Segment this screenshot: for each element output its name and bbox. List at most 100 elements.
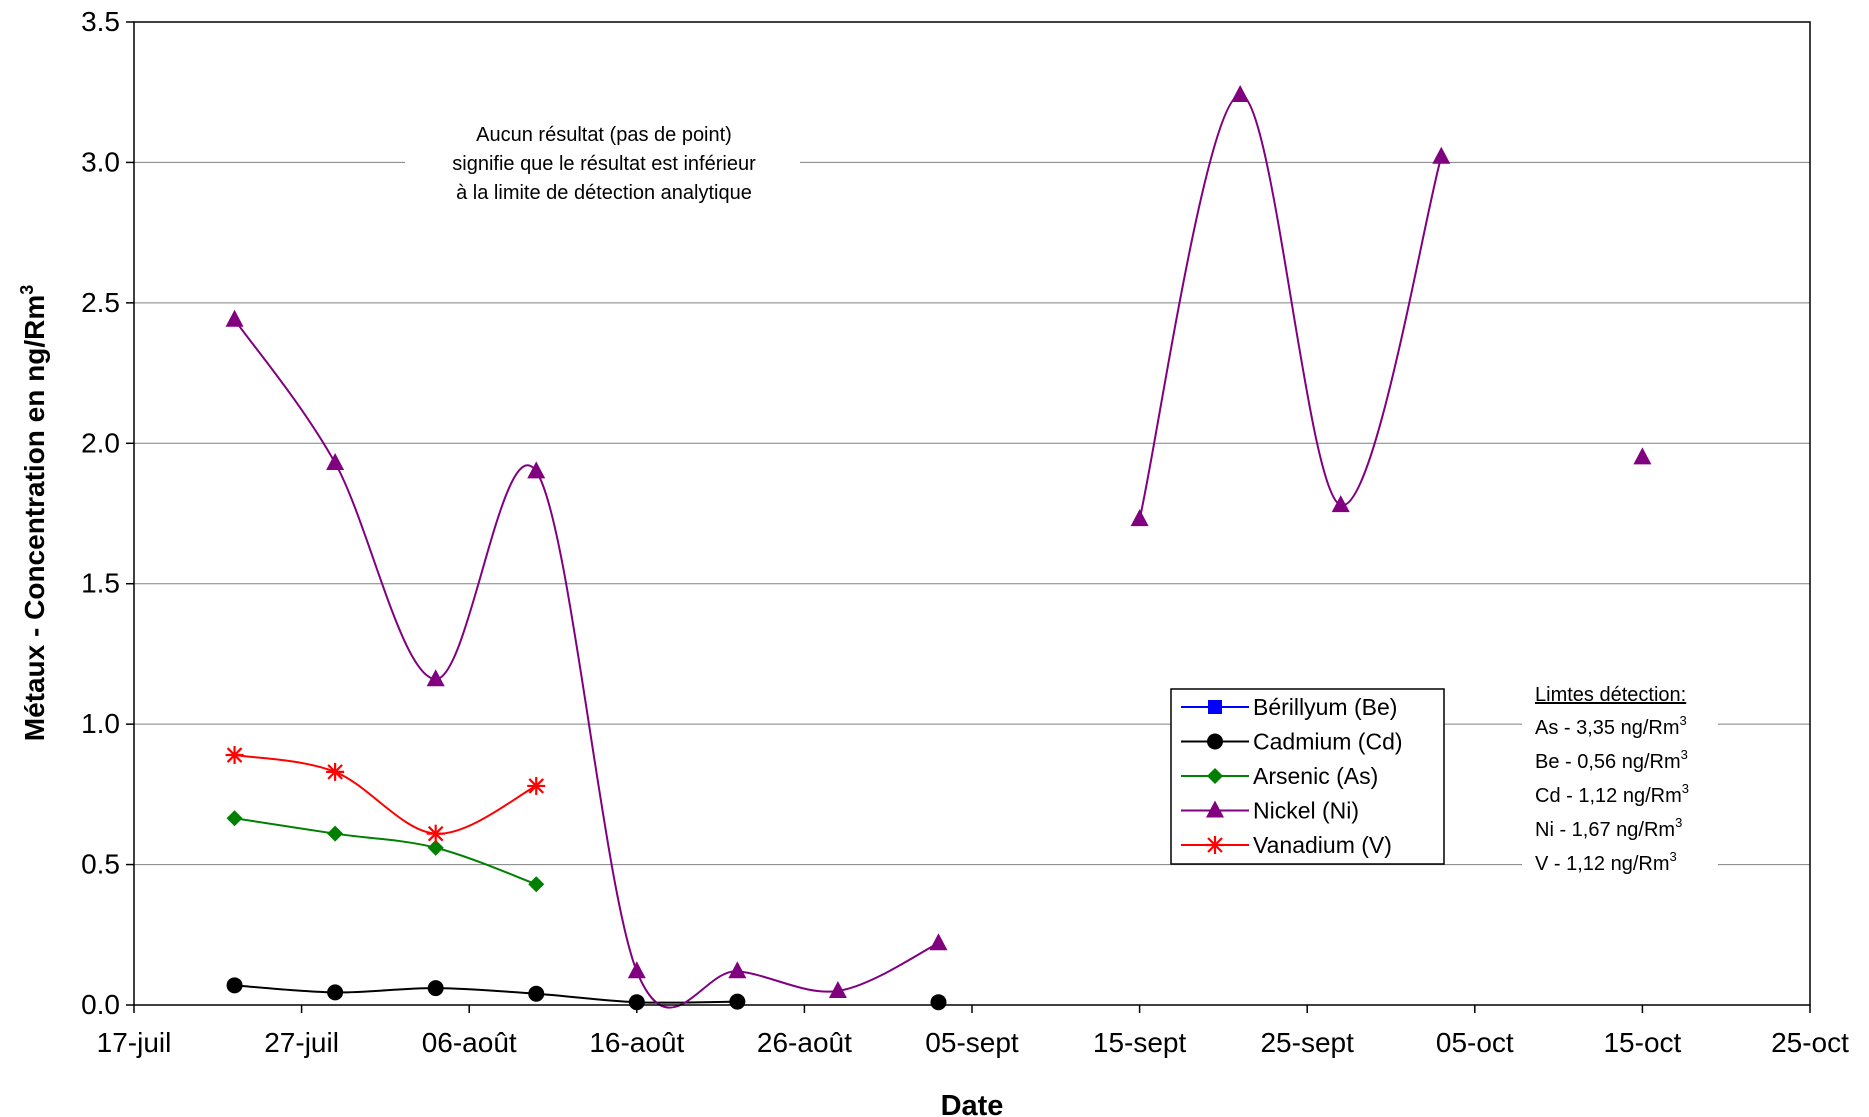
x-tick-label: 25-oct <box>1771 1027 1849 1058</box>
data-point-nickel <box>225 309 244 327</box>
data-point-vanadium-stroke <box>327 764 343 780</box>
annotation-background <box>405 110 800 214</box>
detection-limit-ni-text: Ni - 1,67 ng/Rm <box>1535 819 1675 841</box>
series-line-nickel <box>1138 94 1443 520</box>
legend-label-cadmium: Cadmium (Cd) <box>1253 729 1403 755</box>
annotation-line-3: à la limite de détection analytique <box>456 182 752 204</box>
data-point-nickel <box>929 933 948 951</box>
series-line-cadmium <box>234 984 738 1004</box>
y-axis-label: Métaux - Concentration en ng/Rm3 <box>17 285 50 741</box>
data-point-nickel <box>1633 447 1652 465</box>
detection-limit-ni-sup: 3 <box>1675 815 1682 830</box>
x-tick-label: 06-août <box>422 1027 517 1058</box>
data-point-nickel <box>828 980 847 998</box>
detection-limit-be-sup: 3 <box>1681 747 1688 762</box>
detection-limit-be: Be - 0,56 ng/Rm3 <box>1535 747 1688 773</box>
series-lines <box>233 94 1443 1009</box>
series-markers <box>225 85 1652 1011</box>
x-tick-label: 26-août <box>757 1027 852 1058</box>
data-point-cadmium <box>528 985 545 1002</box>
x-axis-label: Date <box>941 1090 1004 1117</box>
x-tick-label: 15-sept <box>1093 1027 1187 1058</box>
data-point-cadmium <box>628 994 645 1011</box>
y-axis-label-superscript: 3 <box>17 285 37 295</box>
y-axis-label-text: Métaux - Concentration en ng/Rm <box>19 295 50 741</box>
legend-marker-cadmium <box>1207 733 1223 750</box>
data-point-arsenic <box>427 839 444 856</box>
data-point-nickel <box>426 669 445 687</box>
data-point-nickel <box>527 461 546 479</box>
data-point-nickel <box>1231 85 1250 103</box>
y-tick-label: 1.0 <box>81 708 120 739</box>
data-point-nickel <box>728 961 747 979</box>
x-tick-label: 25-sept <box>1260 1027 1354 1058</box>
data-point-arsenic <box>327 825 344 842</box>
data-point-vanadium-stroke <box>226 747 243 763</box>
data-point-nickel <box>1331 495 1350 513</box>
detection-limits: Limtes détection: As - 3,35 ng/Rm3 Be - … <box>1522 678 1718 890</box>
detection-limit-ni: Ni - 1,67 ng/Rm3 <box>1535 815 1682 841</box>
data-point-cadmium <box>427 980 444 997</box>
detection-limit-cd: Cd - 1,12 ng/Rm3 <box>1535 781 1689 807</box>
data-point-nickel <box>1130 509 1149 527</box>
data-point-vanadium-stroke <box>528 778 545 794</box>
data-point-cadmium <box>226 977 243 994</box>
x-tick-label: 05-sept <box>925 1027 1019 1058</box>
series-line-vanadium <box>234 754 537 835</box>
y-tick-label: 2.0 <box>81 427 120 458</box>
detection-limit-as-sup: 3 <box>1680 713 1687 728</box>
y-axis-ticks: 0.0 0.5 1.0 1.5 2.0 2.5 3.0 3.5 <box>81 6 134 1020</box>
legend-label-vanadium: Vanadium (V) <box>1253 832 1392 858</box>
detection-limit-cd-text: Cd - 1,12 ng/Rm <box>1535 785 1682 807</box>
legend-label-berillyum: Bérillyum (Be) <box>1253 694 1397 720</box>
y-tick-label: 3.0 <box>81 146 120 177</box>
legend-marker-arsenic <box>1207 768 1223 784</box>
annotation-line-1: Aucun résultat (pas de point) <box>476 124 732 146</box>
detection-limit-as: As - 3,35 ng/Rm3 <box>1535 713 1687 739</box>
data-point-cadmium <box>729 993 746 1010</box>
legend-marker-vanadium <box>1206 836 1224 854</box>
detection-limit-v-text: V - 1,12 ng/Rm <box>1535 853 1670 875</box>
detection-limit-v: V - 1,12 ng/Rm3 <box>1535 849 1677 875</box>
detection-limit-cd-sup: 3 <box>1682 781 1689 796</box>
x-tick-label: 17-juil <box>97 1027 172 1058</box>
data-point-cadmium <box>930 994 947 1011</box>
gridlines <box>134 161 1810 866</box>
x-tick-label: 05-oct <box>1436 1027 1514 1058</box>
annotation-no-result: Aucun résultat (pas de point) signifie q… <box>405 110 800 214</box>
annotation-line-2: signifie que le résultat est inférieur <box>452 153 756 175</box>
data-point-vanadium-stroke <box>427 825 444 842</box>
data-point-nickel <box>326 452 345 470</box>
detection-limits-title: Limtes détection: <box>1535 684 1686 706</box>
y-tick-label: 0.5 <box>81 849 120 880</box>
y-tick-label: 3.5 <box>81 6 120 37</box>
y-tick-label: 0.0 <box>81 989 120 1020</box>
data-point-nickel <box>1432 146 1451 164</box>
data-point-cadmium <box>327 984 344 1001</box>
legend-label-nickel: Nickel (Ni) <box>1253 798 1359 824</box>
series-line-nickel <box>233 319 939 1009</box>
detection-limit-be-text: Be - 0,56 ng/Rm <box>1535 751 1681 773</box>
x-tick-label: 15-oct <box>1603 1027 1681 1058</box>
legend-marker-nickel <box>1206 800 1224 818</box>
legend: Bérillyum (Be) Cadmium (Cd) Arsenic (As) Ni… <box>1170 688 1445 865</box>
x-tick-label: 16-août <box>589 1027 684 1058</box>
detection-limit-as-text: As - 3,35 ng/Rm <box>1535 717 1680 739</box>
data-point-vanadium <box>326 762 345 781</box>
data-point-vanadium <box>527 776 546 795</box>
x-axis-ticks: 17-juil 27-juil 06-août 16-août 26-août 05-se… <box>97 1005 1849 1058</box>
data-point-vanadium <box>225 746 244 765</box>
legend-marker-berillyum <box>1208 700 1222 714</box>
detection-limits-background <box>1522 678 1718 890</box>
y-tick-label: 2.5 <box>81 287 120 318</box>
legend-marker-vanadium-stroke <box>1207 837 1223 853</box>
data-point-vanadium <box>426 824 445 843</box>
data-point-arsenic <box>226 810 243 827</box>
series-line-arsenic <box>234 817 537 886</box>
data-point-arsenic <box>528 876 545 893</box>
legend-label-arsenic: Arsenic (As) <box>1253 763 1378 789</box>
x-tick-label: 27-juil <box>264 1027 339 1058</box>
data-point-nickel <box>627 961 646 979</box>
